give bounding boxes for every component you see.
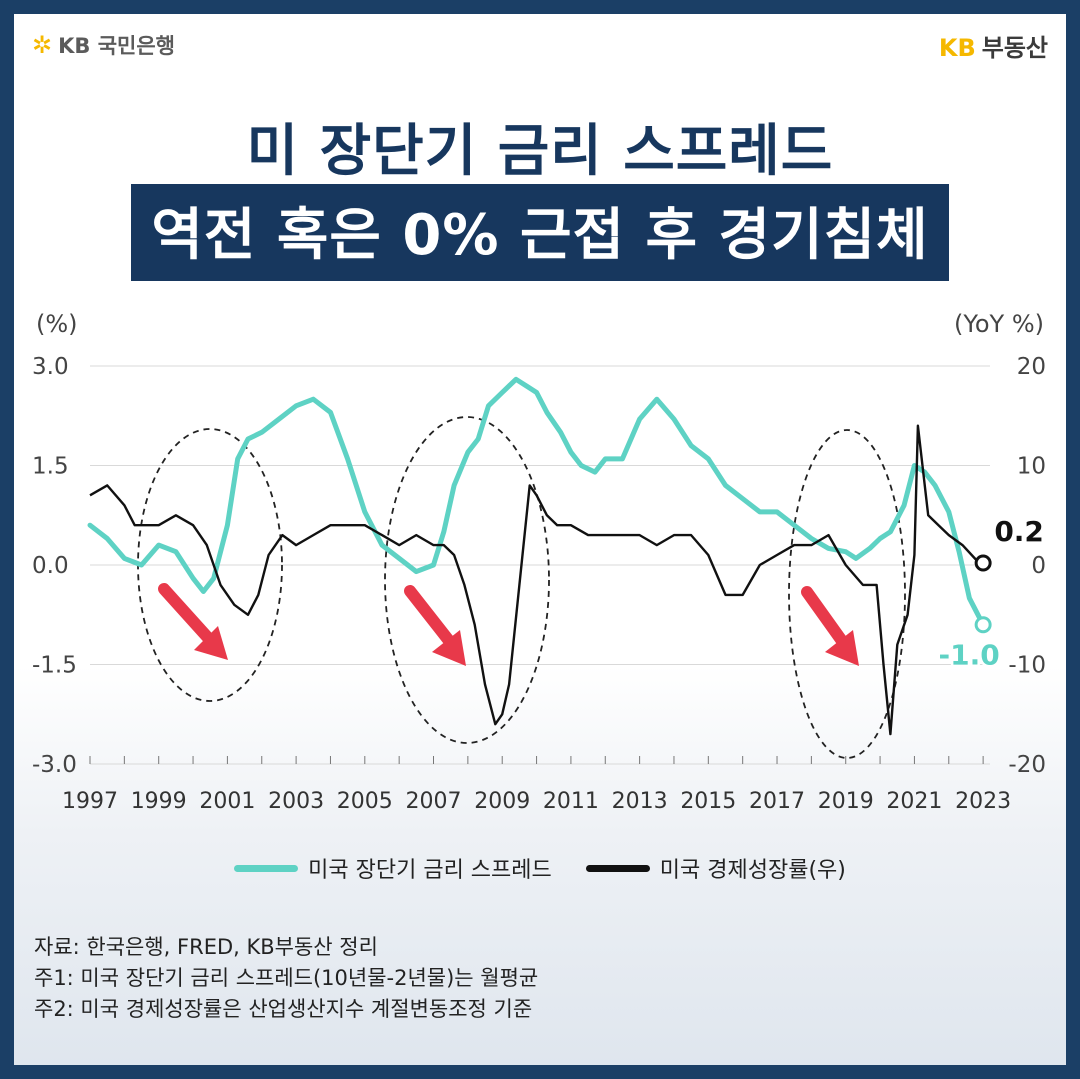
legend-swatch-growth bbox=[585, 864, 650, 872]
note-source: 자료: 한국은행, FRED, KB부동산 정리 bbox=[34, 935, 378, 959]
recession-circle-2008 bbox=[384, 416, 550, 744]
right-tick-label: 10 bbox=[1017, 454, 1046, 480]
end-marker-growth bbox=[974, 554, 992, 572]
down-arrow-icon-2020 bbox=[801, 586, 859, 666]
x-tick-label: 2005 bbox=[337, 789, 393, 814]
kb-bank-logo: ✲ KB 국민은행 bbox=[32, 30, 175, 60]
legend-swatch-spread bbox=[234, 864, 299, 872]
kb-realestate-text: 부동산 bbox=[981, 34, 1048, 62]
x-tick-label: 2013 bbox=[612, 789, 668, 814]
x-tick-label: 2009 bbox=[474, 789, 530, 814]
down-arrow-icon-2008 bbox=[404, 585, 466, 666]
page-subtitle: 역전 혹은 0% 근접 후 경기침체 bbox=[131, 184, 949, 281]
series-line-spread bbox=[87, 376, 986, 628]
end-marker-spread bbox=[974, 616, 992, 634]
left-tick-label: 3.0 bbox=[32, 354, 69, 380]
kb-brand-mark: KB bbox=[938, 34, 976, 62]
legend-item-spread: 미국 장단기 금리 스프레드 bbox=[234, 852, 552, 884]
left-axis-unit: (%) bbox=[36, 310, 78, 338]
x-tick-label: 2017 bbox=[749, 789, 805, 814]
x-tick-label: 2019 bbox=[818, 789, 874, 814]
x-tick-label: 1999 bbox=[131, 789, 187, 814]
x-tick-label: 2011 bbox=[543, 789, 599, 814]
legend-item-growth: 미국 경제성장률(우) bbox=[585, 852, 846, 884]
right-tick-label: 0 bbox=[1031, 553, 1046, 579]
x-tick-label: 2003 bbox=[268, 789, 324, 814]
note-2: 주2: 미국 경제성장률은 산업생산지수 계절변동조정 기준 bbox=[34, 997, 533, 1021]
spread-growth-chart: 3.0 1.5 0.0 -1.5 -3.0 20 10 0 -10 -20 1997 1999 20… bbox=[32, 354, 1046, 814]
x-tick-label: 2021 bbox=[886, 789, 942, 814]
right-tick-label: -10 bbox=[1008, 653, 1046, 679]
x-tick-label: 2015 bbox=[680, 789, 736, 814]
left-tick-label: -1.5 bbox=[32, 653, 77, 679]
note-1: 주1: 미국 장단기 금리 스프레드(10년물-2년물)는 월평균 bbox=[34, 966, 539, 990]
end-label-growth: 0.2 bbox=[994, 515, 1044, 548]
end-label-spread: -1.0 bbox=[939, 639, 1000, 672]
recession-circle-2020 bbox=[788, 429, 906, 759]
down-arrow-icon-2001 bbox=[158, 583, 228, 660]
left-tick-label: 0.0 bbox=[32, 553, 69, 579]
legend-label-growth: 미국 경제성장률(우) bbox=[659, 858, 846, 883]
left-tick-label: -3.0 bbox=[32, 752, 77, 778]
source-notes: 자료: 한국은행, FRED, KB부동산 정리 주1: 미국 장단기 금리 스… bbox=[34, 932, 538, 1025]
right-axis-unit: (YoY %) bbox=[954, 310, 1044, 338]
kb-bank-logo-text: KB 국민은행 bbox=[58, 34, 175, 58]
left-tick-label: 1.5 bbox=[32, 454, 69, 480]
page-title: 미 장단기 금리 스프레드 bbox=[246, 119, 834, 184]
series-line-growth bbox=[89, 424, 984, 736]
x-tick-label: 2023 bbox=[955, 789, 1011, 814]
kb-star-icon: ✲ bbox=[32, 31, 53, 59]
right-tick-label: -20 bbox=[1008, 752, 1046, 778]
legend-label-spread: 미국 장단기 금리 스프레드 bbox=[308, 858, 552, 883]
chart-legend: 미국 장단기 금리 스프레드 미국 경제성장률(우) bbox=[14, 852, 1066, 884]
right-tick-label: 20 bbox=[1017, 354, 1046, 380]
infographic-card: ✲ KB 국민은행 KB 부동산 미 장단기 금리 스프레드 역전 혹은 0% 근… bbox=[14, 14, 1066, 1065]
kb-realestate-logo: KB 부동산 bbox=[939, 28, 1048, 63]
x-tick-label: 2007 bbox=[406, 789, 462, 814]
x-tick-label: 1997 bbox=[62, 789, 118, 814]
x-tick-label: 2001 bbox=[199, 789, 255, 814]
